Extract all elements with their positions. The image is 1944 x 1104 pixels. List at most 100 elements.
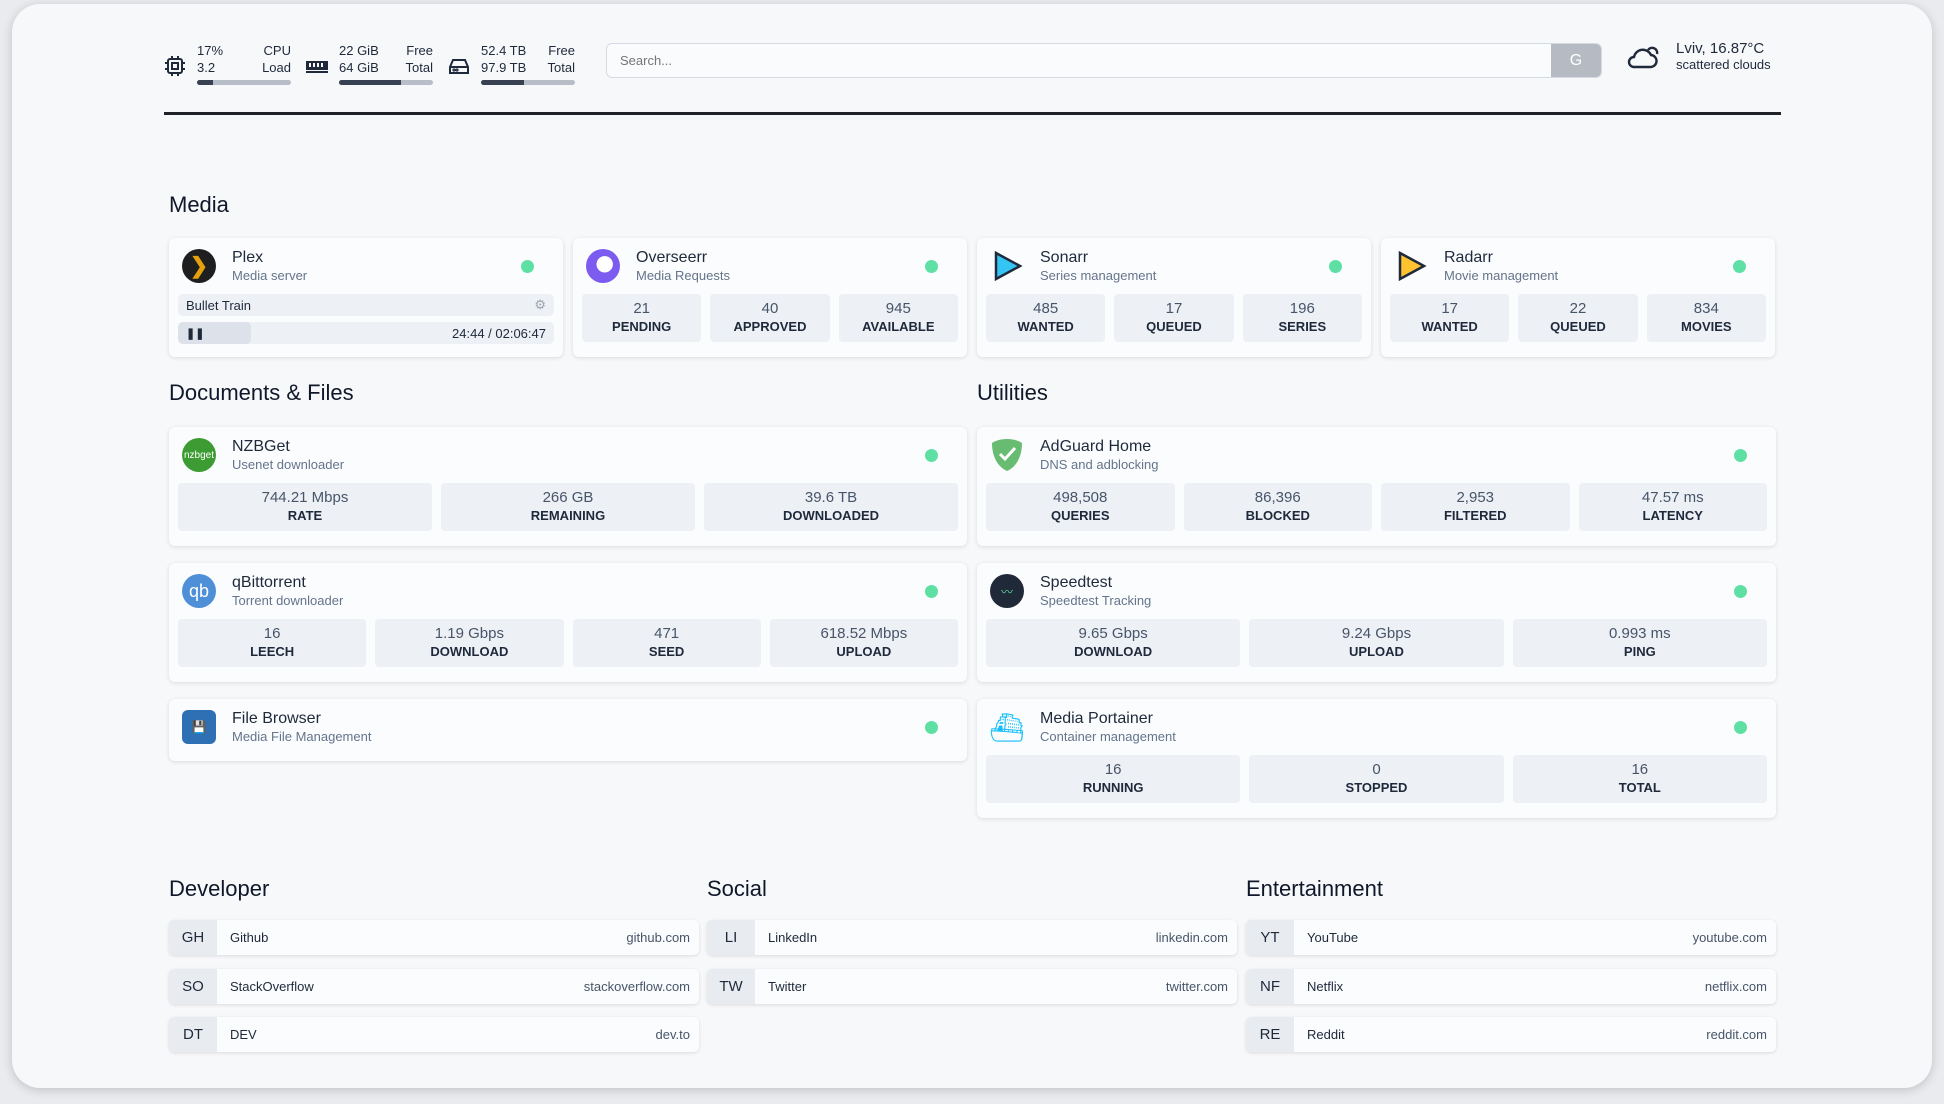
memory-bar xyxy=(339,80,433,85)
status-dot xyxy=(925,448,938,462)
service-name: Overseerr xyxy=(636,248,708,266)
bookmark-reddit[interactable]: RE Reddit reddit.com xyxy=(1246,1017,1776,1052)
service-description: Media server xyxy=(232,267,308,283)
search-provider-button[interactable]: G xyxy=(1551,44,1601,77)
service-name: NZBGet xyxy=(232,437,290,455)
stat-value: 16 xyxy=(263,625,281,642)
overseerr-icon xyxy=(586,249,620,283)
bookmark-url: twitter.com xyxy=(1165,978,1228,994)
free-label: Free xyxy=(548,43,575,58)
stat-value: 9.24 Gbps xyxy=(1341,625,1412,642)
section-title-entertainment: Entertainment xyxy=(1246,876,1383,901)
bookmark-abbr: NF xyxy=(1246,968,1294,1004)
disk-widget: 52.4 TB Free 97.9 TB Total xyxy=(447,42,575,85)
pause-icon[interactable]: ❚❚ xyxy=(186,327,205,340)
service-card-plex[interactable]: ❯ Plex Media server Bullet Train ⚙ ❚❚ 24:44 … xyxy=(169,238,563,357)
search-input[interactable] xyxy=(607,44,1551,77)
stat-value: 196 xyxy=(1289,300,1315,317)
stat-upload: 9.24 Gbps UPLOAD xyxy=(1249,619,1504,667)
stat-label: FILTERED xyxy=(1443,508,1507,523)
stat-queued: 22 QUEUED xyxy=(1518,294,1638,342)
stat-approved: 40 APPROVED xyxy=(710,294,830,342)
service-card-file-browser[interactable]: 💾 File Browser Media File Management xyxy=(169,699,967,761)
section-title-developer: Developer xyxy=(169,876,270,901)
status-dot xyxy=(925,584,938,598)
bookmark-youtube[interactable]: YT YouTube youtube.com xyxy=(1246,920,1776,955)
stat-wanted: 17 WANTED xyxy=(1390,294,1510,342)
disk-free: 52.4 TB xyxy=(481,43,527,58)
stat-label: SEED xyxy=(648,644,685,659)
stat-value: 945 xyxy=(885,300,911,317)
stat-download: 1.19 Gbps DOWNLOAD xyxy=(375,619,564,667)
status-dot xyxy=(1734,720,1747,734)
service-description: Container management xyxy=(1040,728,1176,744)
stat-label: QUERIES xyxy=(1050,508,1110,523)
stat-value: 16 xyxy=(1104,761,1122,778)
stat-remaining: 266 GB REMAINING xyxy=(441,483,695,531)
service-card-qbittorrent[interactable]: qb qBittorrent Torrent downloader 16 LEECH 1.… xyxy=(169,563,967,682)
cpu-usage: 17% xyxy=(197,43,224,58)
stat-downloaded: 39.6 TB DOWNLOADED xyxy=(704,483,958,531)
service-card-media-portainer[interactable]: ⛴ Media Portainer Container management 16 RU… xyxy=(977,699,1776,818)
service-name: qBittorrent xyxy=(232,573,306,591)
plex-icon: ❯ xyxy=(182,249,216,283)
playback-time: 24:44 / 02:06:47 xyxy=(452,325,546,341)
bookmark-github[interactable]: GH Github github.com xyxy=(169,920,699,955)
bookmark-dev[interactable]: DT DEV dev.to xyxy=(169,1017,699,1052)
bookmark-name: Twitter xyxy=(768,978,807,994)
stat-label: UPLOAD xyxy=(1349,644,1404,659)
service-name: File Browser xyxy=(232,709,321,727)
speedtest-icon: 〰 xyxy=(990,574,1024,608)
stat-value: 834 xyxy=(1693,300,1719,317)
stat-label: DOWNLOAD xyxy=(430,644,509,659)
stat-movies: 834 MOVIES xyxy=(1646,294,1766,342)
stat-value: 0 xyxy=(1372,761,1381,778)
stat-queued: 17 QUEUED xyxy=(1114,294,1234,342)
service-card-nzbget[interactable]: nzbget NZBGet Usenet downloader 744.21 Mbps… xyxy=(169,427,967,546)
service-description: Speedtest Tracking xyxy=(1040,592,1152,608)
service-card-overseerr[interactable]: Overseerr Media Requests 21 PENDING 40 APPROV… xyxy=(573,238,967,357)
service-name: Plex xyxy=(232,248,264,266)
bookmark-abbr: RE xyxy=(1246,1017,1294,1052)
bookmark-linkedin[interactable]: LI LinkedIn linkedin.com xyxy=(707,920,1237,955)
bookmark-stackoverflow[interactable]: SO StackOverflow stackoverflow.com xyxy=(169,968,699,1004)
cpu-load: 3.2 xyxy=(197,60,216,75)
stat-total: 16 TOTAL xyxy=(1512,755,1767,803)
playback-progress[interactable]: ❚❚ 24:44 / 02:06:47 xyxy=(178,322,554,344)
status-dot xyxy=(521,259,534,273)
service-card-speedtest[interactable]: 〰 Speedtest Speedtest Tracking 9.65 Gbps DOW… xyxy=(977,563,1776,682)
stat-running: 16 RUNNING xyxy=(986,755,1241,803)
status-dot xyxy=(1734,448,1747,462)
bookmark-abbr: GH xyxy=(169,920,217,955)
service-name: Speedtest xyxy=(1040,573,1113,591)
status-dot xyxy=(1329,259,1342,273)
status-dot xyxy=(925,720,938,734)
bookmark-name: StackOverflow xyxy=(230,978,314,994)
service-name: Radarr xyxy=(1444,248,1493,266)
status-dot xyxy=(1734,584,1747,598)
bookmark-url: stackoverflow.com xyxy=(583,978,690,994)
stat-value: 2,953 xyxy=(1456,489,1495,506)
stat-label: APPROVED xyxy=(733,319,807,334)
bookmark-twitter[interactable]: TW Twitter twitter.com xyxy=(707,968,1237,1004)
radarr-icon xyxy=(1394,249,1428,283)
section-title-utilities: Utilities xyxy=(977,380,1048,405)
memory-icon xyxy=(306,61,328,73)
stat-label: DOWNLOAD xyxy=(1074,644,1153,659)
bookmark-netflix[interactable]: NF Netflix netflix.com xyxy=(1246,968,1776,1004)
service-card-adguard-home[interactable]: AdGuard Home DNS and adblocking 498,508 QUE… xyxy=(977,427,1776,546)
bookmark-url: netflix.com xyxy=(1704,978,1767,994)
stat-label: RUNNING xyxy=(1082,780,1144,795)
stat-value: 16 xyxy=(1631,761,1649,778)
stat-value: 618.52 Mbps xyxy=(820,625,908,642)
stat-value: 9.65 Gbps xyxy=(1078,625,1148,642)
service-card-sonarr[interactable]: Sonarr Series management 485 WANTED 17 QUEUED… xyxy=(977,238,1371,357)
stat-label: REMAINING xyxy=(530,508,606,523)
service-card-radarr[interactable]: Radarr Movie management 17 WANTED 22 QUEUED 83… xyxy=(1381,238,1775,357)
stat-value: 485 xyxy=(1033,300,1059,317)
sonarr-icon xyxy=(990,249,1024,283)
stat-value: 40 xyxy=(761,300,779,317)
transcode-icon: ⚙ xyxy=(534,297,546,312)
cloud-icon xyxy=(1627,46,1659,69)
disk-icon xyxy=(449,59,469,74)
